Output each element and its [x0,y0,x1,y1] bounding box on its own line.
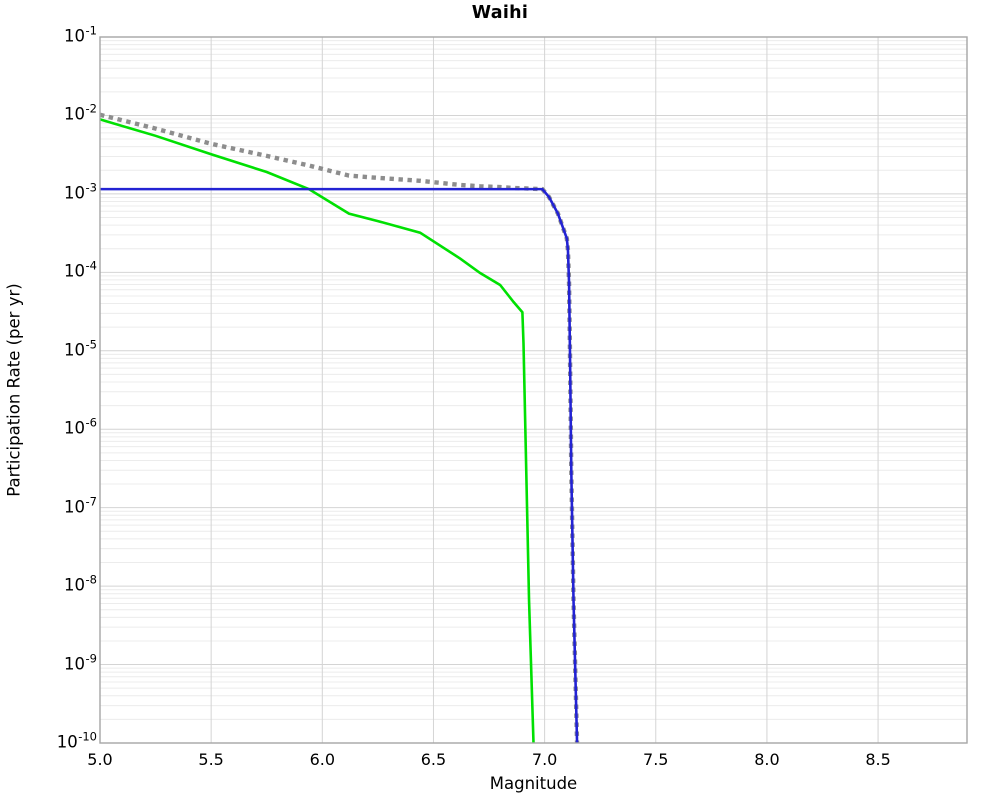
x-tick-label: 6.5 [420,750,447,769]
x-tick-label: 7.0 [531,750,558,769]
y-tick-label: 10-5 [64,337,97,360]
y-tick-label: 10-4 [64,259,97,282]
series-green-line [99,118,535,744]
y-tick-label: 10-7 [64,494,97,517]
x-tick-label: 6.0 [309,750,336,769]
x-tick-label: 5.0 [87,750,113,769]
y-tick-label: 10-1 [64,23,97,46]
y-tick-label: 10-10 [56,729,97,752]
x-tick-label: 8.5 [865,750,891,769]
x-tick-label: 7.5 [643,750,669,769]
x-tick-label: 5.5 [198,750,224,769]
y-axis-label: Participation Rate (per yr) [4,283,24,497]
y-tick-label: 10-6 [64,415,97,438]
y-tick-label: 10-8 [64,572,97,595]
x-axis-label: Magnitude [489,774,578,793]
x-tick-label: 8.0 [754,750,780,769]
chart-title: Waihi [471,3,529,23]
y-tick-label: 10-2 [64,102,97,125]
plot-frame [99,36,968,744]
series-blue-line [100,187,579,744]
y-tick-label: 10-9 [64,651,97,674]
y-tick-label: 10-3 [64,180,97,203]
